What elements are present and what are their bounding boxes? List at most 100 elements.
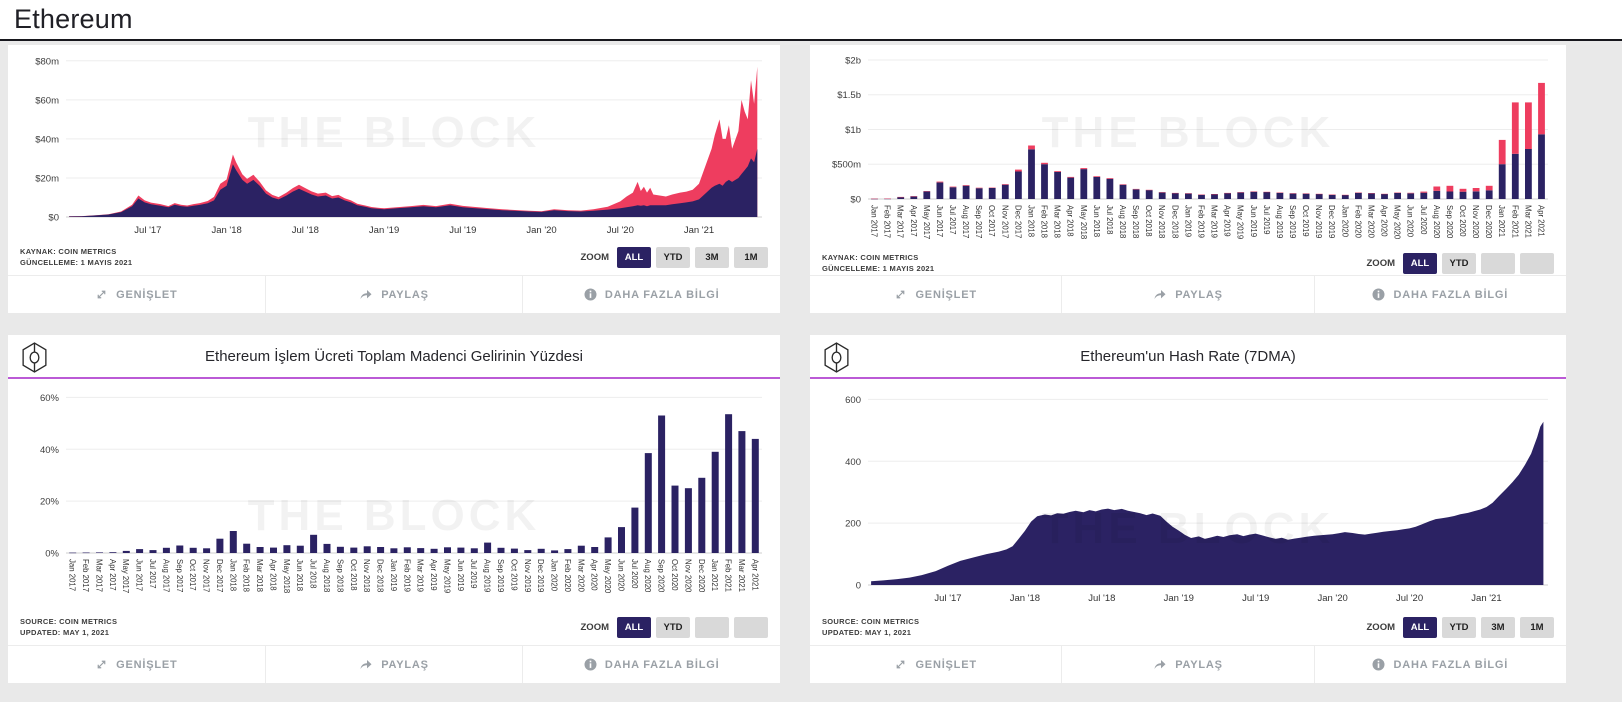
- info-icon: [584, 288, 597, 301]
- page-header: Ethereum: [0, 0, 1622, 41]
- expand-label: GENİŞLET: [116, 288, 178, 301]
- svg-text:Jan 2021: Jan 2021: [710, 559, 719, 591]
- svg-text:Jan 2020: Jan 2020: [1340, 205, 1349, 238]
- zoom-ytd-button[interactable]: YTD: [656, 616, 690, 638]
- svg-text:Mar 2019: Mar 2019: [416, 559, 425, 592]
- zoom-all-button[interactable]: ALL: [1403, 616, 1437, 638]
- zoom-ytd-button[interactable]: YTD: [656, 246, 690, 268]
- updated-line: UPDATED: MAY 1, 2021: [20, 628, 110, 637]
- more-info-label: DAHA FAZLA BİLGİ: [604, 658, 720, 671]
- share-button[interactable]: PAYLAŞ: [1061, 276, 1313, 313]
- svg-text:May 2019: May 2019: [1236, 205, 1245, 239]
- svg-text:Oct 2020: Oct 2020: [1458, 205, 1467, 237]
- info-icon: [1372, 658, 1385, 671]
- svg-text:Feb 2020: Feb 2020: [563, 559, 572, 593]
- svg-text:40%: 40%: [40, 445, 60, 456]
- expand-button[interactable]: GENİŞLET: [8, 276, 265, 313]
- svg-text:Nov 2017: Nov 2017: [202, 559, 211, 592]
- ethereum-icon: [22, 342, 47, 373]
- svg-text:Nov 2017: Nov 2017: [1000, 205, 1009, 238]
- svg-text:Dec 2019: Dec 2019: [1327, 205, 1336, 238]
- hash-rate-chart-wrap: 0 200 400 600 Jul '17 Jan '18 Jul '18 Jan '19 Ju…: [810, 379, 1566, 611]
- svg-text:Oct 2020: Oct 2020: [670, 559, 679, 591]
- more-info-button[interactable]: DAHA FAZLA BİLGİ: [522, 276, 780, 313]
- svg-text:Jul '17: Jul '17: [134, 225, 161, 236]
- svg-text:Oct 2019: Oct 2019: [1301, 205, 1310, 237]
- svg-text:Feb 2018: Feb 2018: [1040, 205, 1049, 238]
- zoom-empty-button[interactable]: [734, 616, 768, 638]
- svg-text:May 2020: May 2020: [603, 559, 612, 594]
- svg-text:May 2017: May 2017: [121, 559, 130, 593]
- svg-text:Apr 2018: Apr 2018: [268, 559, 277, 591]
- svg-text:Jan 2018: Jan 2018: [228, 559, 237, 591]
- svg-text:Oct 2018: Oct 2018: [349, 559, 358, 591]
- expand-icon: [897, 290, 905, 299]
- zoom-ytd-button[interactable]: YTD: [1442, 616, 1476, 638]
- svg-text:Aug 2017: Aug 2017: [961, 205, 970, 238]
- expand-label: GENİŞLET: [116, 658, 178, 671]
- panel-miner-revenue-monthly: $0 $500m $1b $1.5b $2b Jan 2017 Feb 2017 Mar 20…: [810, 45, 1566, 313]
- svg-text:Jan '18: Jan '18: [1010, 593, 1040, 604]
- svg-text:Aug 2018: Aug 2018: [322, 559, 331, 592]
- svg-text:Jan 2020: Jan 2020: [550, 559, 559, 592]
- svg-text:200: 200: [845, 519, 861, 530]
- svg-text:Mar 2018: Mar 2018: [1053, 205, 1062, 238]
- zoom-3m-button[interactable]: 3M: [695, 246, 729, 268]
- svg-text:Sep 2017: Sep 2017: [974, 205, 983, 238]
- svg-text:$2b: $2b: [845, 55, 861, 66]
- zoom-ytd-button[interactable]: YTD: [1442, 252, 1476, 274]
- zoom-controls: ZOOM ALL YTD: [1367, 252, 1554, 274]
- svg-text:Jan 2019: Jan 2019: [389, 559, 398, 591]
- zoom-all-button[interactable]: ALL: [1403, 252, 1437, 274]
- share-icon: [360, 660, 372, 669]
- zoom-all-button[interactable]: ALL: [617, 616, 651, 638]
- chart-title: Ethereum'un Hash Rate (7DMA): [1080, 347, 1296, 365]
- svg-text:Mar 2017: Mar 2017: [896, 205, 905, 238]
- chart-meta: KAYNAK: COIN METRICS GÜNCELLEME: 1 MAYIS…: [8, 241, 780, 273]
- more-info-button[interactable]: DAHA FAZLA BİLGİ: [1313, 276, 1566, 313]
- svg-text:Jan '19: Jan '19: [1164, 593, 1194, 604]
- more-info-label: DAHA FAZLA BİLGİ: [604, 288, 720, 301]
- zoom-1m-button[interactable]: 1M: [734, 246, 768, 268]
- source-line: KAYNAK: COIN METRICS: [822, 252, 919, 262]
- svg-text:Dec 2020: Dec 2020: [1484, 205, 1493, 239]
- svg-text:Jul '20: Jul '20: [1396, 593, 1423, 604]
- svg-text:Aug 2019: Aug 2019: [1275, 205, 1284, 238]
- expand-button[interactable]: GENİŞLET: [810, 646, 1061, 683]
- panel-header: Ethereum İşlem Ücreti Toplam Madenci Gel…: [8, 335, 780, 379]
- zoom-empty-button[interactable]: [695, 616, 729, 638]
- expand-button[interactable]: GENİŞLET: [810, 276, 1061, 313]
- svg-text:0%: 0%: [45, 549, 59, 560]
- svg-text:Apr 2017: Apr 2017: [909, 205, 918, 237]
- zoom-empty-button[interactable]: [1520, 252, 1554, 274]
- updated-line: GÜNCELLEME: 1 MAYIS 2021: [822, 264, 935, 273]
- svg-text:Apr 2020: Apr 2020: [1380, 205, 1389, 237]
- more-info-button[interactable]: DAHA FAZLA BİLGİ: [1313, 646, 1566, 683]
- chart-source: SOURCE: COIN METRICS UPDATED: MAY 1, 202…: [20, 616, 117, 639]
- zoom-3m-button[interactable]: 3M: [1481, 616, 1515, 638]
- share-label: PAYLAŞ: [381, 658, 429, 671]
- svg-text:Aug 2020: Aug 2020: [1432, 205, 1441, 239]
- zoom-all-button[interactable]: ALL: [617, 246, 651, 268]
- svg-text:Jan 2021: Jan 2021: [1497, 205, 1506, 237]
- svg-text:Jul 2020: Jul 2020: [1419, 205, 1428, 235]
- svg-text:Sep 2019: Sep 2019: [1288, 205, 1297, 238]
- share-label: PAYLAŞ: [381, 288, 429, 301]
- svg-text:$0: $0: [48, 213, 59, 224]
- svg-text:Feb 2019: Feb 2019: [1196, 205, 1205, 238]
- svg-text:Oct 2018: Oct 2018: [1144, 205, 1153, 237]
- more-info-button[interactable]: DAHA FAZLA BİLGİ: [522, 646, 780, 683]
- svg-text:Sep 2020: Sep 2020: [657, 559, 666, 593]
- share-button[interactable]: PAYLAŞ: [264, 276, 523, 313]
- share-button[interactable]: PAYLAŞ: [1061, 646, 1313, 683]
- svg-text:Jul 2017: Jul 2017: [148, 559, 157, 588]
- share-button[interactable]: PAYLAŞ: [264, 646, 523, 683]
- chart-source: KAYNAK: COIN METRICS GÜNCELLEME: 1 MAYIS…: [822, 252, 934, 275]
- panel-actions: GENİŞLET PAYLAŞ DAHA FAZLA BİLGİ: [810, 275, 1566, 313]
- svg-text:Jul 2019: Jul 2019: [1262, 205, 1271, 234]
- svg-text:Jul '18: Jul '18: [292, 225, 319, 236]
- panel-actions: GENİŞLET PAYLAŞ DAHA FAZLA BİLGİ: [8, 275, 780, 313]
- zoom-empty-button[interactable]: [1481, 252, 1515, 274]
- zoom-1m-button[interactable]: 1M: [1520, 616, 1554, 638]
- expand-button[interactable]: GENİŞLET: [8, 646, 265, 683]
